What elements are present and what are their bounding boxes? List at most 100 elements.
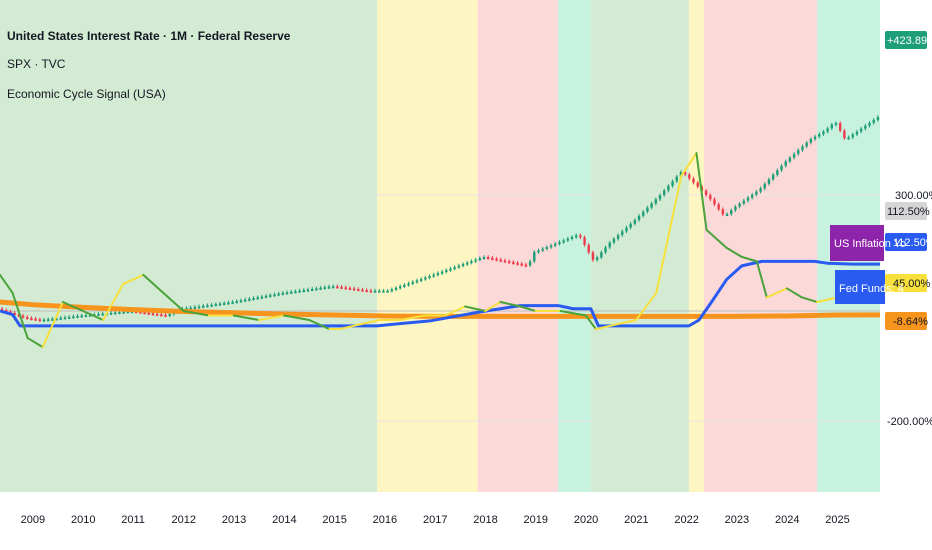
candle-body	[650, 203, 653, 208]
fed-funds-line	[0, 259, 880, 328]
x-tick-label: 2010	[71, 514, 95, 526]
candle-body	[432, 274, 435, 277]
indicator-segment	[61, 300, 84, 312]
candle-body	[21, 315, 25, 318]
candle-body	[222, 302, 226, 305]
candle-body	[813, 136, 817, 140]
candle-body	[323, 287, 326, 290]
candle-body	[34, 318, 37, 321]
x-tick-label: 2018	[473, 514, 497, 526]
candle-body	[759, 188, 762, 192]
candle-body	[457, 265, 461, 268]
indicator-segment	[283, 314, 311, 322]
candle-body	[721, 209, 725, 215]
candle-body	[730, 210, 733, 215]
candle-body	[164, 314, 167, 317]
candle-body	[256, 297, 259, 300]
rate-value-tag-grey-label: 112.50%	[887, 206, 930, 218]
candle-body	[114, 312, 117, 315]
x-tick-label: 2024	[775, 514, 799, 526]
indicator-segment	[41, 300, 64, 349]
indicator-segment	[182, 310, 210, 317]
candle-body	[742, 200, 746, 204]
candle-body	[713, 199, 716, 205]
spx-candles	[0, 115, 880, 322]
candle-body	[520, 263, 523, 266]
phase-band-red	[477, 0, 559, 492]
candle-body	[679, 172, 683, 177]
legend-spx: SPX · TVC	[7, 57, 66, 71]
indicator-segment	[0, 273, 14, 294]
candle-body	[290, 291, 293, 294]
candle-body	[818, 134, 821, 137]
candle-body	[411, 281, 414, 284]
candle-body	[160, 314, 163, 317]
candle-body	[637, 215, 641, 220]
candle-body	[168, 314, 171, 317]
candle-body	[683, 172, 687, 175]
candle-body	[403, 284, 406, 287]
candle-body	[206, 305, 209, 308]
indicator-segment	[358, 319, 381, 326]
candle-body	[750, 194, 754, 198]
indicator-segment	[162, 291, 185, 312]
phase-band-yellow	[688, 0, 704, 492]
candle-body	[461, 264, 465, 267]
candle-body	[595, 257, 599, 260]
candle-body	[675, 176, 678, 182]
candle-body	[415, 280, 419, 283]
candle-body	[809, 139, 813, 143]
phase-band-green	[0, 0, 378, 492]
indicator-segment	[257, 314, 286, 322]
phase-bands	[0, 0, 880, 492]
candle-body	[260, 296, 264, 299]
inflation-label-box	[830, 225, 884, 261]
phase-band-red	[704, 0, 818, 492]
x-tick-label: 2014	[272, 514, 296, 526]
candle-body	[868, 122, 871, 126]
candle-body	[834, 123, 838, 126]
candle-body	[151, 313, 155, 316]
indicator-segment	[11, 291, 29, 340]
candle-body	[826, 128, 829, 132]
candle-body	[482, 257, 486, 260]
indicator-segment	[615, 319, 638, 326]
candle-body	[72, 316, 75, 319]
candle-body	[369, 290, 373, 293]
candle-body	[709, 194, 712, 200]
candle-body	[390, 289, 394, 292]
candle-body	[717, 204, 720, 210]
candle-body	[382, 290, 385, 293]
candle-body	[797, 150, 800, 154]
indicator-segment	[801, 296, 819, 303]
candle-body	[662, 190, 666, 196]
candle-body	[357, 288, 360, 291]
candle-body	[486, 257, 490, 260]
candle-body	[704, 190, 708, 195]
indicator-segment	[499, 300, 522, 308]
candle-body	[738, 203, 741, 207]
candle-body	[302, 290, 306, 293]
trend-value-tag	[885, 312, 927, 330]
indicator-segment	[765, 287, 788, 299]
candle-body	[76, 315, 79, 318]
candle-body	[512, 262, 515, 265]
y-tick-label: -200.00%	[887, 416, 932, 428]
candle-body	[155, 313, 159, 316]
candle-body	[269, 295, 272, 298]
indicator-segment	[816, 296, 839, 303]
candle-body	[264, 295, 268, 298]
candle-body	[805, 142, 808, 147]
candle-body	[243, 299, 247, 302]
candle-body	[574, 235, 578, 238]
fed-funds-label-text: Fed Funds: 4	[839, 283, 904, 295]
candle-body	[545, 247, 549, 250]
candle-body	[239, 300, 243, 303]
candle-body	[838, 123, 842, 131]
candle-body	[562, 240, 565, 243]
indicator-segment	[398, 314, 426, 322]
candle-body	[419, 279, 423, 282]
indicator-segment	[444, 305, 467, 317]
candle-body	[336, 286, 339, 289]
candle-body	[189, 307, 192, 310]
